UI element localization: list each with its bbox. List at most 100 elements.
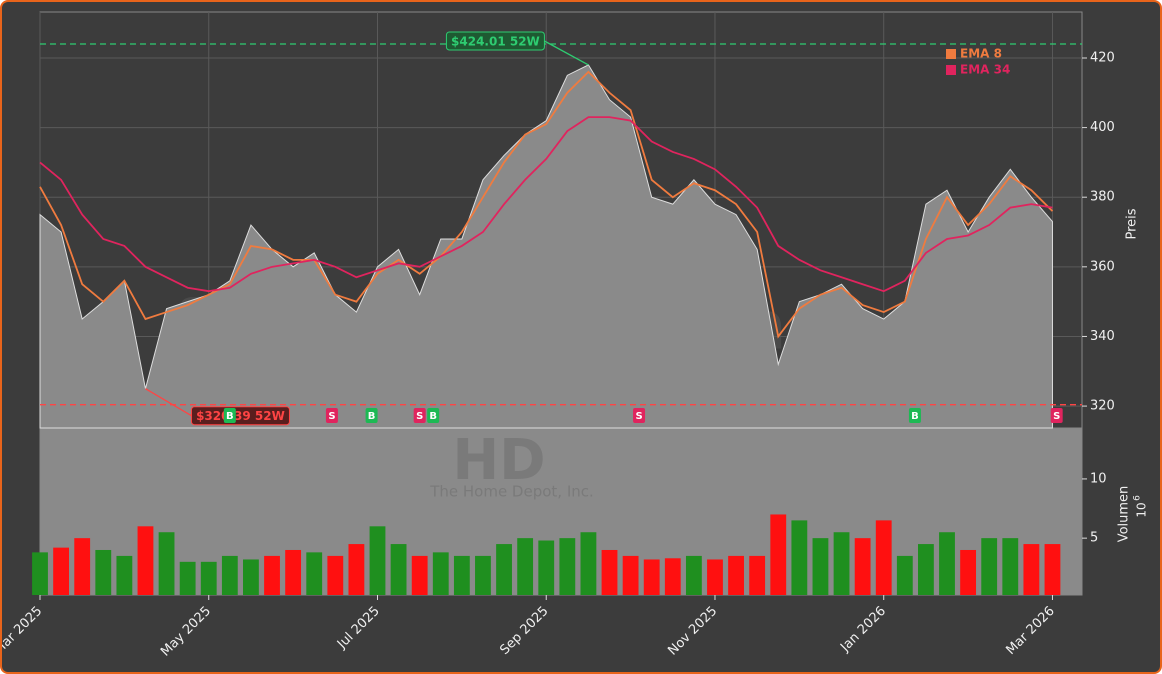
volume-axis-label: Volumen (1117, 486, 1132, 543)
y-tick-label: 380 (1090, 190, 1115, 205)
y-tick-label: 420 (1090, 50, 1115, 65)
volume-bar (918, 544, 934, 595)
legend-label: EMA 8 (960, 47, 1002, 61)
volume-bar (32, 552, 48, 595)
volume-bar (707, 559, 723, 595)
level-label: $424.01 52W (451, 34, 540, 48)
signal-label: B (226, 411, 234, 422)
volume-bar (179, 561, 196, 595)
price-area (39, 64, 1053, 429)
level-label: $320.39 52W (196, 409, 285, 423)
level-label-box (190, 406, 290, 426)
volume-bar (749, 555, 766, 595)
volume-bar (981, 538, 998, 595)
volume-bar (1023, 544, 1040, 595)
volume-bar (791, 520, 808, 595)
volume-bar (1044, 544, 1061, 595)
signal-marker (223, 408, 236, 423)
signal-marker (1050, 408, 1063, 423)
signal-label: S (416, 411, 423, 422)
volume-unit-exponent: 6 (1133, 495, 1143, 501)
x-tick-label: Sep 2025 (497, 604, 551, 658)
volume-bar (348, 544, 365, 595)
volume-bar (95, 549, 112, 595)
volume-unit-base: 10 (1135, 502, 1149, 517)
ema-line (39, 116, 1053, 293)
signal-label: S (1053, 411, 1060, 422)
company-watermark: The Home Depot, Inc. (429, 483, 594, 501)
volume-bar (475, 555, 491, 595)
volume-bar (664, 558, 681, 595)
level-arrow (544, 40, 589, 66)
level-arrow (145, 388, 192, 417)
volume-bar (538, 540, 555, 595)
signal-marker (427, 408, 440, 423)
volume-bar (158, 532, 175, 595)
signal-label: S (635, 411, 642, 422)
ticker-watermark: HD (452, 428, 545, 493)
volume-tick-label: 5 (1090, 531, 1098, 546)
level-label-box (445, 31, 545, 51)
signal-marker (633, 408, 646, 423)
signal-label: S (328, 411, 335, 422)
volume-bar (327, 555, 344, 595)
volume-bar (559, 538, 576, 595)
volume-bar (53, 547, 70, 595)
volume-bar (390, 544, 407, 595)
volume-bar (74, 538, 91, 595)
volume-bar (285, 549, 302, 595)
volume-bar (622, 555, 639, 595)
volume-bar (517, 538, 534, 595)
y-tick-label: 400 (1090, 120, 1115, 135)
volume-tick-label: 10 (1090, 471, 1107, 486)
volume-bar (243, 559, 259, 595)
volume-bar (685, 555, 702, 595)
volume-bar (306, 552, 323, 595)
signal-marker (908, 408, 921, 423)
x-tick-label: Mar 2025 (2, 604, 45, 658)
volume-bar (939, 532, 955, 595)
volume-bar (601, 549, 618, 595)
volume-bar (875, 520, 892, 595)
signal-marker (365, 408, 378, 423)
volume-bar (643, 559, 660, 595)
volume-bar (580, 532, 597, 595)
x-tick-label: Jul 2025 (334, 604, 383, 653)
volume-bar (453, 555, 470, 595)
volume-bar (116, 555, 133, 595)
signal-label: B (911, 411, 919, 422)
volume-bar (264, 555, 280, 595)
volume-bar (833, 532, 850, 595)
legend-swatch (946, 49, 956, 59)
y-tick-label: 340 (1090, 329, 1115, 344)
volume-bar (812, 538, 829, 595)
volume-bar (960, 549, 977, 595)
volume-bar (496, 544, 512, 595)
signal-marker (413, 408, 426, 423)
volume-bar (854, 538, 871, 595)
legend-label: EMA 34 (960, 63, 1010, 77)
y-tick-label: 360 (1090, 259, 1115, 274)
x-tick-label: May 2025 (158, 604, 214, 660)
volume-bar (1002, 538, 1019, 595)
volume-bar (896, 555, 913, 595)
signal-marker (325, 408, 338, 423)
volume-bar (770, 514, 787, 595)
volume-bar (221, 555, 238, 595)
legend-swatch (946, 65, 956, 75)
y-tick-label: 320 (1090, 399, 1115, 414)
y-axis-label: Preis (1125, 208, 1140, 239)
x-tick-label: Jan 2026 (837, 604, 889, 656)
volume-bar (411, 555, 428, 595)
volume-bar (137, 526, 154, 595)
volume-bar (432, 552, 449, 595)
volume-bar (369, 526, 386, 595)
signal-label: B (368, 411, 376, 422)
signal-label: B (429, 411, 437, 422)
x-tick-label: Mar 2026 (1004, 604, 1058, 658)
x-tick-label: Nov 2025 (665, 604, 720, 659)
ema-line (39, 70, 1054, 339)
volume-bar (728, 555, 744, 595)
